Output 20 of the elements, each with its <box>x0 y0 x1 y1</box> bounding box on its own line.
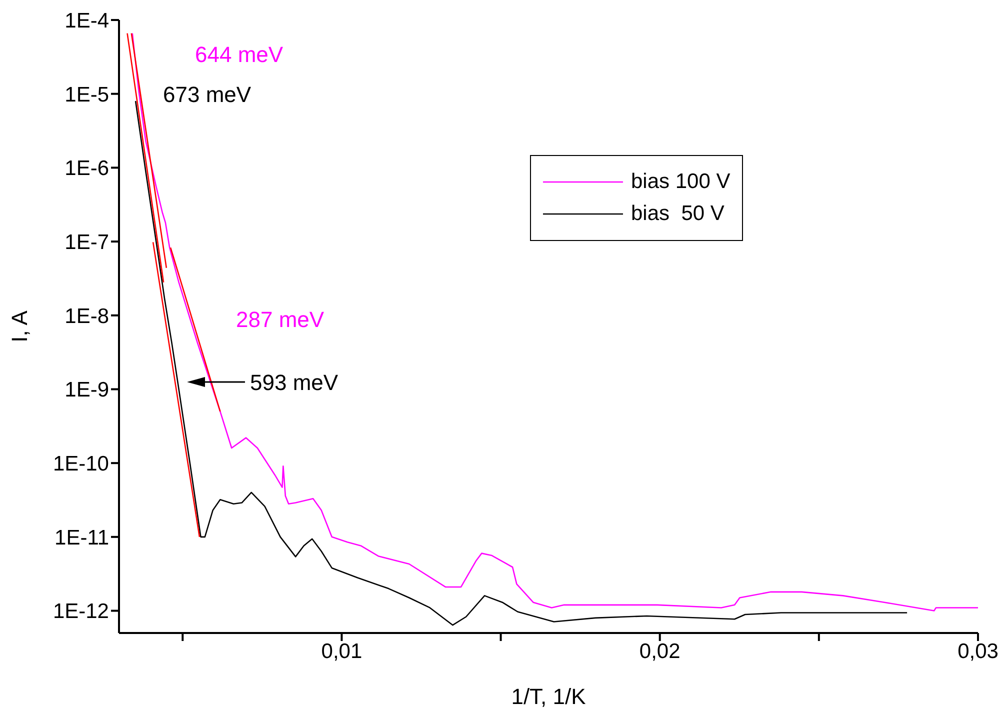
y-tick-label: 1E-9 <box>64 378 109 402</box>
y-tick-label: 1E-5 <box>64 83 109 106</box>
legend-label: bias 100 V <box>631 170 730 194</box>
x-tick-label: 0,01 <box>321 640 362 663</box>
y-tick-label: 1E-10 <box>52 452 109 476</box>
y-axis-title: I, A <box>6 310 32 342</box>
y-tick-label: 1E-11 <box>54 526 109 550</box>
y-tick-label: 1E-6 <box>64 157 109 180</box>
y-tick-label: 1E-12 <box>52 600 109 624</box>
x-axis-title: 1/T, 1/K <box>511 684 586 709</box>
annotation: 673 meV <box>163 82 252 108</box>
y-tick-label: 1E-4 <box>64 9 110 32</box>
x-tick-label: 0,02 <box>639 640 680 663</box>
annotation: 593 meV <box>250 370 338 396</box>
y-tick-label: 1E-8 <box>64 304 109 328</box>
y-tick-label: 1E-7 <box>64 230 109 254</box>
legend-label: bias 50 V <box>631 202 724 226</box>
x-tick-label: 0,03 <box>958 640 998 663</box>
annotation: 287 meV <box>236 307 324 333</box>
annotation: 644 meV <box>195 42 284 68</box>
